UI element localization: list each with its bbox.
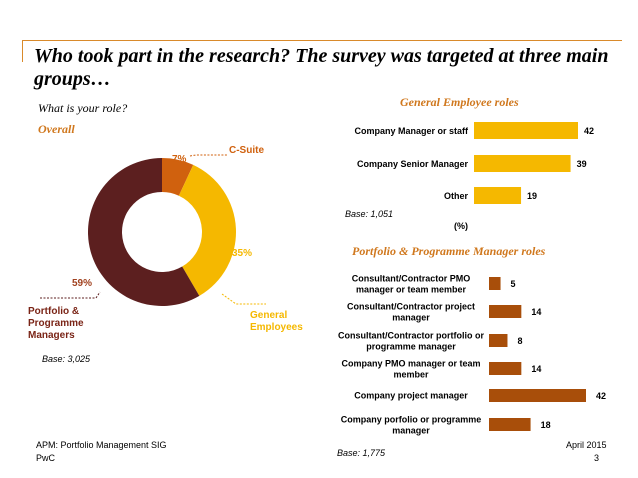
ppm-heading: Portfolio & Programme Manager roles bbox=[352, 244, 546, 258]
donut-slice-c-suite bbox=[162, 158, 194, 196]
general-value-label: 39 bbox=[577, 159, 587, 169]
ppm-bar-company-project-manager bbox=[489, 389, 586, 402]
ppm-bar-company-porfolio-or-programme-manager bbox=[489, 418, 531, 431]
donut-slice-general-employees bbox=[178, 164, 236, 296]
donut-value-label-portfolio-programme-managers: 59% bbox=[72, 278, 92, 289]
footer-date: April 2015 bbox=[566, 440, 607, 450]
page-title: Who took part in the research? The surve… bbox=[34, 45, 609, 90]
general-bar-company-manager-or-staff bbox=[474, 122, 578, 139]
title-rule-vertical bbox=[22, 40, 23, 62]
ppm-category-label: Company porfolio or programme manager bbox=[341, 415, 482, 436]
ppm-value-label: 18 bbox=[541, 420, 551, 430]
donut-slice-portfolio-programme-managers bbox=[88, 158, 200, 306]
overall-base: Base: 3,025 bbox=[42, 354, 91, 364]
general-heading: General Employee roles bbox=[400, 95, 519, 109]
leader-line-portfolio bbox=[40, 291, 101, 299]
ppm-category-label: Consultant/Contractor project manager bbox=[347, 302, 475, 323]
donut-category-label-portfolio-programme-managers: Portfolio & Programme Managers bbox=[28, 306, 84, 341]
donut-category-label-general-employees: General Employees bbox=[250, 310, 303, 333]
ppm-value-label: 8 bbox=[517, 336, 522, 346]
ppm-category-label: Company PMO manager or team member bbox=[341, 359, 480, 380]
page-subtitle: What is your role? bbox=[38, 101, 128, 115]
ppm-bar-consultant-contractor-pmo-manager-or-team-member bbox=[489, 277, 501, 290]
ppm-category-label: Company project manager bbox=[354, 391, 468, 401]
general-value-label: 19 bbox=[527, 191, 537, 201]
footer-org: PwC bbox=[36, 453, 56, 463]
ppm-category-label: Consultant/Contractor portfolio or progra… bbox=[338, 331, 484, 352]
donut-value-label-c-suite: 7% bbox=[172, 154, 187, 165]
ppm-value-label: 42 bbox=[596, 391, 606, 401]
general-value-label: 42 bbox=[584, 126, 594, 136]
ppm-value-label: 14 bbox=[531, 307, 541, 317]
overall-heading: Overall bbox=[38, 122, 75, 136]
general-category-label: Other bbox=[444, 191, 469, 201]
ppm-bar-consultant-contractor-project-manager bbox=[489, 305, 522, 318]
ppm-base: Base: 1,775 bbox=[337, 448, 386, 458]
general-bar-company-senior-manager bbox=[474, 155, 571, 172]
donut-value-label-general-employees: 35% bbox=[232, 248, 252, 259]
general-bar-other bbox=[474, 187, 522, 204]
donut-category-label-c-suite: C-Suite bbox=[229, 145, 264, 156]
footer-page: 3 bbox=[594, 453, 600, 463]
ppm-bar-company-pmo-manager-or-team-member bbox=[489, 362, 522, 375]
general-base: Base: 1,051 bbox=[345, 209, 394, 219]
general-category-label: Company Senior Manager bbox=[357, 159, 469, 169]
footer-source: APM: Portfolio Management SIG bbox=[36, 440, 167, 450]
general-category-label: Company Manager or staff bbox=[354, 126, 469, 136]
title-rule bbox=[22, 40, 622, 41]
ppm-bar-consultant-contractor-portfolio-or-programme-manager bbox=[489, 334, 508, 347]
ppm-value-label: 5 bbox=[511, 279, 516, 289]
ppm-category-label: Consultant/Contractor PMO manager or team… bbox=[352, 274, 471, 295]
general-unit: (%) bbox=[454, 221, 468, 231]
ppm-value-label: 14 bbox=[531, 364, 541, 374]
